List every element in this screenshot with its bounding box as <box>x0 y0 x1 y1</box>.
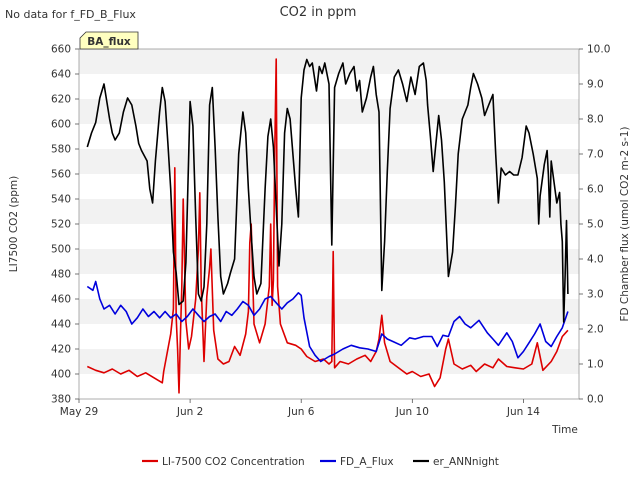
grid-band <box>79 174 579 199</box>
right-tick-label: 2.0 <box>587 324 604 336</box>
grid-band <box>79 349 579 374</box>
grid-band <box>79 274 579 299</box>
left-tick-label: 600 <box>51 119 71 131</box>
left-tick-label: 640 <box>51 69 71 81</box>
y-axis-left-label: LI7500 CO2 (ppm) <box>8 176 20 272</box>
right-tick-label: 9.0 <box>587 79 604 91</box>
legend-label-fd-a-flux: FD_A_Flux <box>340 456 394 468</box>
legend: LI-7500 CO2 Concentration FD_A_Flux er_A… <box>142 456 499 468</box>
axes: 380 400 420 440 460 480 500 520 540 560 580 600 620 6… <box>51 44 610 419</box>
series-line-2 <box>86 58 569 323</box>
grid-band <box>79 199 579 224</box>
y-axis-right-label: FD Chamber flux (umol CO2 m-2 s-1) <box>619 126 631 321</box>
left-tick-label: 660 <box>51 44 71 56</box>
x-tick-label: Jun 14 <box>506 406 540 418</box>
left-tick-label: 480 <box>51 269 71 281</box>
x-tick-label: Jun 2 <box>176 406 203 418</box>
right-tick-label: 10.0 <box>587 44 610 56</box>
x-tick-label: Jun 6 <box>287 406 315 418</box>
ba-flux-badge: BA_flux <box>79 31 139 50</box>
left-tick-label: 620 <box>51 94 71 106</box>
left-tick-label: 420 <box>51 344 71 356</box>
series-layer <box>86 58 569 394</box>
left-tick-label: 400 <box>51 369 71 381</box>
right-tick-label: 4.0 <box>587 254 604 266</box>
x-axis-label: Time <box>551 424 578 436</box>
left-tick-label: 380 <box>51 394 71 406</box>
grid-band <box>79 49 579 74</box>
series-line-0 <box>86 58 569 394</box>
left-tick-label: 560 <box>51 169 71 181</box>
right-tick-label: 0.0 <box>587 394 604 406</box>
right-tick-label: 6.0 <box>587 184 604 196</box>
grid-band <box>79 249 579 274</box>
left-tick-label: 520 <box>51 219 71 231</box>
left-tick-label: 440 <box>51 319 71 331</box>
chart-title: CO2 in ppm <box>280 5 357 20</box>
grid-band <box>79 324 579 349</box>
badge-label: BA_flux <box>87 36 131 48</box>
left-tick-label: 580 <box>51 144 71 156</box>
x-tick-label: Jun 10 <box>395 406 429 418</box>
legend-label-li7500: LI-7500 CO2 Concentration <box>162 456 305 468</box>
grid-band <box>79 299 579 324</box>
right-tick-label: 8.0 <box>587 114 604 126</box>
left-tick-label: 500 <box>51 244 71 256</box>
x-tick-label: May 29 <box>60 406 98 418</box>
series-line-1 <box>86 280 569 363</box>
right-tick-label: 5.0 <box>587 219 604 231</box>
left-tick-label: 540 <box>51 194 71 206</box>
right-tick-label: 1.0 <box>587 359 604 371</box>
right-tick-label: 7.0 <box>587 149 604 161</box>
grid-band <box>79 224 579 249</box>
no-data-note: No data for f_FD_B_Flux <box>5 8 136 21</box>
left-tick-label: 460 <box>51 294 71 306</box>
right-tick-label: 3.0 <box>587 289 604 301</box>
legend-label-er-annnight: er_ANNnight <box>433 456 499 468</box>
